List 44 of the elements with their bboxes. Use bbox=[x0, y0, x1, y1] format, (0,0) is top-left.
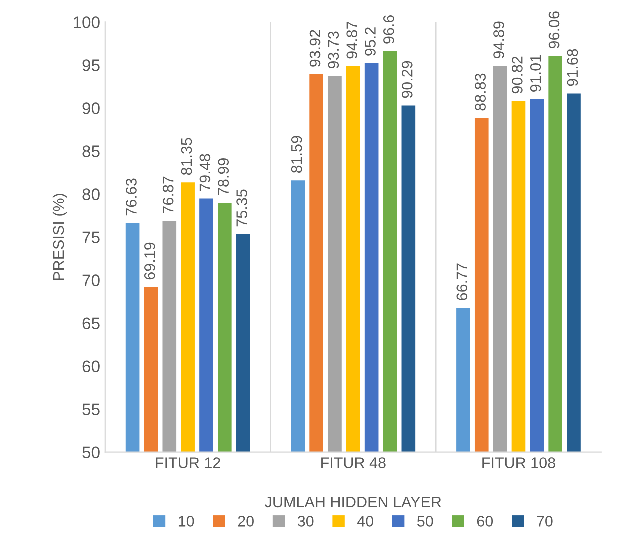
y-tick-label: 50 bbox=[82, 446, 100, 459]
data-label: 90.29 bbox=[402, 61, 413, 98]
y-tick-label: 55 bbox=[82, 404, 100, 416]
y-axis-title: PRESISI (%) bbox=[52, 194, 68, 280]
data-label: 88.83 bbox=[475, 74, 486, 111]
data-label: 79.48 bbox=[200, 154, 211, 192]
y-tick-label: 60 bbox=[82, 360, 100, 373]
legend-label: 20 bbox=[238, 516, 254, 527]
legend-label: 40 bbox=[357, 516, 374, 527]
data-label: 93.92 bbox=[310, 30, 321, 67]
data-label: 91.68 bbox=[567, 49, 578, 86]
data-label: 90.82 bbox=[512, 56, 523, 94]
data-label: 75.35 bbox=[236, 190, 248, 227]
y-tick-label: 100 bbox=[74, 16, 100, 28]
legend-label: 60 bbox=[477, 516, 494, 527]
data-label: 96.6 bbox=[384, 16, 394, 44]
x-tick-label: FITUR 108 bbox=[482, 458, 556, 468]
x-tick-label: FITUR 48 bbox=[322, 458, 386, 468]
data-label: 76.63 bbox=[126, 178, 137, 216]
data-label: 76.87 bbox=[162, 176, 174, 214]
legend-label: 50 bbox=[418, 516, 434, 527]
x-tick-label: FITUR 12 bbox=[156, 458, 220, 468]
legend-label: 30 bbox=[298, 516, 314, 527]
data-label: 81.35 bbox=[181, 138, 192, 176]
data-label: 94.87 bbox=[346, 22, 358, 59]
y-tick-label: 85 bbox=[82, 146, 100, 158]
y-tick-label: 65 bbox=[82, 318, 100, 330]
data-label: 69.19 bbox=[144, 242, 156, 280]
data-label: 96.06 bbox=[548, 12, 560, 48]
data-label: 93.73 bbox=[328, 32, 340, 69]
data-label: 94.89 bbox=[494, 22, 504, 59]
y-tick-label: 90 bbox=[82, 102, 100, 114]
data-label: 91.01 bbox=[530, 55, 542, 92]
y-tick-label: 75 bbox=[82, 232, 100, 244]
data-label: 95.2 bbox=[365, 28, 376, 56]
legend-label: 10 bbox=[178, 516, 194, 527]
y-tick-label: 70 bbox=[82, 274, 100, 286]
x-axis-title: JUMLAH HIDDEN LAYER bbox=[265, 496, 442, 508]
y-tick-label: 95 bbox=[82, 60, 100, 72]
data-label: 81.59 bbox=[291, 136, 302, 174]
legend-label: 70 bbox=[537, 516, 553, 527]
data-label: 66.77 bbox=[456, 264, 468, 300]
data-label: 78.99 bbox=[218, 158, 230, 196]
y-tick-label: 80 bbox=[82, 188, 100, 200]
